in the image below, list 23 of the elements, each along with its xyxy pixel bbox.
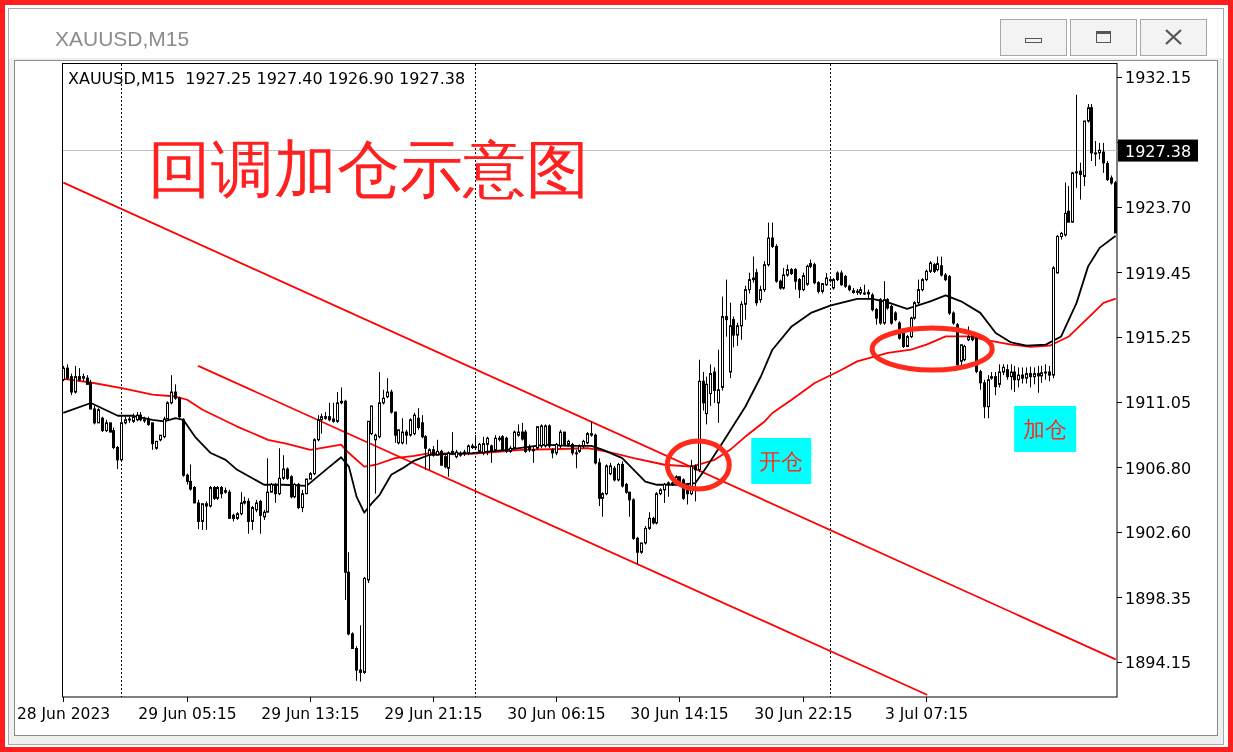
- x-tick-label: 30 Jun 22:15: [754, 705, 853, 723]
- ref-line-label: 1927.38: [1125, 141, 1192, 161]
- y-tick-label: 1923.70: [1125, 198, 1192, 218]
- y-tick-label: 1906.80: [1125, 458, 1192, 478]
- annotation: 加仓: [1023, 417, 1068, 442]
- y-tick-label: 1898.35: [1125, 588, 1192, 608]
- x-tick-label: 30 Jun 14:15: [630, 705, 729, 723]
- y-tick-label: 1932.15: [1125, 68, 1192, 88]
- y-tick-label: 1919.45: [1125, 263, 1192, 283]
- text: XAUUSD,M15: [55, 27, 190, 50]
- text: 回调加仓示意图: [148, 133, 589, 206]
- annotation: 开仓: [759, 449, 804, 474]
- x-tick-label: 29 Jun 21:15: [384, 705, 483, 723]
- x-tick-label: 28 Jun 2023: [16, 705, 111, 723]
- x-tick-label: 29 Jun 05:15: [138, 705, 237, 723]
- y-tick-label: 1894.15: [1125, 653, 1192, 673]
- y-tick-label: 1902.60: [1125, 523, 1192, 543]
- x-tick-label: 29 Jun 13:15: [261, 705, 360, 723]
- y-tick-label: 1911.05: [1125, 393, 1192, 413]
- y-tick-label: 1915.25: [1125, 328, 1192, 348]
- chart-subtitle: XAUUSD,M15 1927.25 1927.40 1926.90 1927.38: [68, 69, 466, 88]
- x-tick-label: 3 Jul 07:15: [884, 705, 969, 723]
- x-tick-label: 30 Jun 06:15: [507, 705, 606, 723]
